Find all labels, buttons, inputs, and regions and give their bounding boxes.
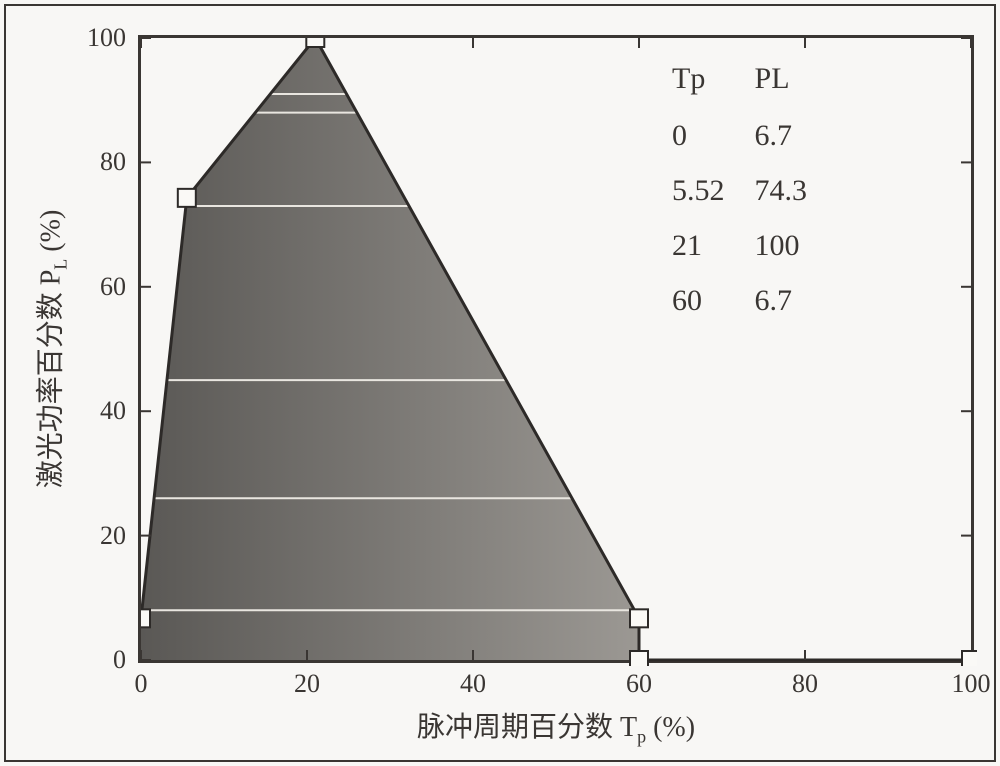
plot-area <box>138 35 974 663</box>
y-tick-label: 60 <box>100 272 126 302</box>
x-tick-label: 100 <box>952 669 991 699</box>
table-header-pl: PL <box>751 52 832 107</box>
cell-pl: 100 <box>751 219 832 272</box>
area-fill <box>141 38 971 660</box>
value-table: TpPL06.75.5274.321100606.7 <box>666 50 833 329</box>
data-marker <box>962 651 977 666</box>
y-axis-label: 激光功率百分数 PL (%) <box>29 210 72 489</box>
cell-tp: 5.52 <box>668 164 749 217</box>
chart-svg <box>141 38 977 666</box>
cell-pl: 6.7 <box>751 274 832 327</box>
cell-tp: 60 <box>668 274 749 327</box>
data-table: TpPL06.75.5274.321100606.7 <box>666 50 833 329</box>
table-row: 06.7 <box>668 109 831 162</box>
x-tick-label: 40 <box>460 669 486 699</box>
table-row: 21100 <box>668 219 831 272</box>
data-marker <box>178 189 196 207</box>
x-tick-label: 80 <box>792 669 818 699</box>
data-marker <box>306 38 324 47</box>
cell-pl: 6.7 <box>751 109 832 162</box>
cell-pl: 74.3 <box>751 164 832 217</box>
x-axis-label-sub: p <box>637 727 646 747</box>
cell-tp: 21 <box>668 219 749 272</box>
y-axis-unit: (%) <box>36 210 67 252</box>
table-row: 5.5274.3 <box>668 164 831 217</box>
x-tick-label: 0 <box>135 669 148 699</box>
x-tick-label: 60 <box>626 669 652 699</box>
y-tick-label: 20 <box>100 521 126 551</box>
y-tick-label: 80 <box>100 147 126 177</box>
x-axis-unit: (%) <box>653 712 695 743</box>
cell-tp: 0 <box>668 109 749 162</box>
y-tick-label: 100 <box>87 23 126 53</box>
data-marker <box>630 609 648 627</box>
x-axis-label-text: 脉冲周期百分数 T <box>417 712 637 743</box>
y-axis-label-sub: L <box>50 259 70 270</box>
data-marker <box>630 651 648 666</box>
y-tick-label: 0 <box>113 645 126 675</box>
data-marker <box>141 609 150 627</box>
table-header-tp: Tp <box>668 52 749 107</box>
x-tick-label: 20 <box>294 669 320 699</box>
table-row: 606.7 <box>668 274 831 327</box>
y-tick-label: 40 <box>100 396 126 426</box>
y-axis-label-text: 激光功率百分数 P <box>36 270 67 489</box>
x-axis-label: 脉冲周期百分数 Tp (%) <box>417 705 695 748</box>
